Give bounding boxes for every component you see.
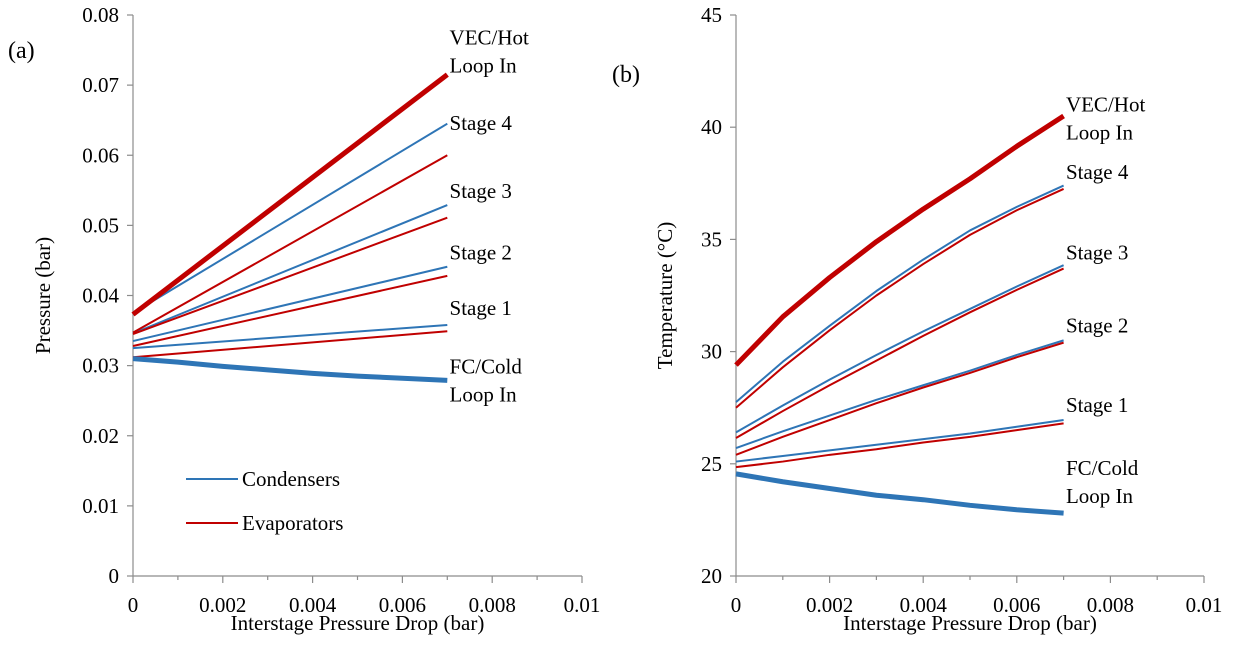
p2-x-tick-label: 0.006 (993, 593, 1040, 617)
p2-annotation: VEC/Hot Loop In (1066, 92, 1146, 144)
p2-y-tick-label: 25 (701, 452, 722, 476)
p1-series-line-evaporators (132, 274, 448, 347)
p1-x-tick-label: 0.004 (289, 593, 337, 617)
p1-series-line-evaporators (132, 330, 448, 359)
p1-annotation: Stage 4 (450, 111, 513, 135)
p1-y-tick-label: 0.07 (82, 73, 119, 97)
p1-x-tick-label: 0 (128, 593, 139, 617)
p2-series-line-condensers (735, 264, 1065, 434)
p2-annotation: FC/Cold Loop In (1066, 456, 1139, 508)
p1-y-tick-label: 0.04 (82, 284, 119, 308)
p1-legend-label: Condensers (242, 467, 340, 491)
p2-y-axis-label: Temperature (°C) (653, 222, 677, 369)
p1-annotation: FC/Cold Loop In (450, 354, 523, 406)
p2-series-line-condensers (735, 419, 1064, 463)
p2-annotation: Stage 1 (1066, 393, 1128, 417)
p1-y-tick-label: 0.02 (82, 424, 119, 448)
p2-annotation: Stage 3 (1066, 241, 1128, 265)
p2-x-tick-label: 0 (731, 593, 742, 617)
p1-panel-label: (a) (8, 38, 35, 64)
p1-y-tick-label: 0.08 (82, 3, 119, 27)
p2-y-tick-label: 40 (701, 115, 722, 139)
p2-series-line-condensers (735, 184, 1065, 403)
p1-y-tick-label: 0 (109, 564, 120, 588)
p1-series-line-condensers (132, 323, 448, 350)
p2-x-axis-label: Interstage Pressure Drop (bar) (843, 611, 1097, 635)
p2-series-line-evaporators (735, 187, 1065, 409)
p1-x-tick-label: 0.006 (379, 593, 426, 617)
p2-y-tick-label: 45 (701, 3, 722, 27)
p1-series-line-condensers (132, 204, 448, 335)
p1-x-axis-label: Interstage Pressure Drop (bar) (231, 611, 485, 635)
p2-x-tick-label: 0.008 (1087, 593, 1134, 617)
panel-a: 0 0.01 0.02 0.03 0.04 0.05 0.06 0.07 0.08 0 0.002 0… (8, 3, 600, 635)
p1-y-tick-label: 0.05 (82, 213, 119, 237)
p1-series-line-hot-loop (131, 72, 449, 317)
p2-series-line-evaporators (735, 422, 1064, 469)
p1-series-line-condensers (132, 265, 448, 343)
p1-annotation: Stage 2 (450, 241, 512, 265)
p1-legend-label: Evaporators (242, 511, 343, 535)
p2-y-tick-label: 30 (701, 340, 722, 364)
p1-x-tick-label: 0.008 (469, 593, 516, 617)
p2-y-tick-label: 35 (701, 227, 722, 251)
p2-series-line-evaporators (735, 341, 1064, 456)
p2-annotation: Stage 4 (1066, 160, 1129, 184)
p2-annotation: Stage 2 (1066, 314, 1128, 338)
p2-series-line-cold-loop (735, 471, 1064, 516)
p2-y-tick-label: 20 (701, 564, 722, 588)
p1-y-tick-label: 0.06 (82, 143, 119, 167)
p2-series-line-hot-loop (734, 113, 1065, 367)
p2-series-line-evaporators (735, 267, 1065, 439)
p1-series-line-evaporators (132, 154, 448, 334)
p1-annotation: Stage 1 (450, 296, 512, 320)
p1-annotation: Stage 3 (450, 179, 512, 203)
p1-x-tick-label: 0.002 (199, 593, 246, 617)
p1-y-tick-label: 0.01 (82, 494, 119, 518)
p2-panel-label: (b) (612, 62, 640, 88)
p1-series-line-evaporators (132, 216, 448, 336)
p1-y-axis-label: Pressure (bar) (31, 237, 55, 354)
p1-y-tick-label: 0.03 (82, 354, 119, 378)
p2-series-line-condensers (735, 339, 1064, 450)
panel-b: 20 25 30 35 40 45 0 0.002 0.004 0.006 0.008 0.01 Int… (612, 3, 1222, 635)
p1-x-tick-label: 0.01 (564, 593, 601, 617)
p1-series-line-cold-loop (132, 356, 448, 383)
p1-annotation: VEC/Hot Loop In (450, 25, 530, 77)
p2-x-tick-label: 0.01 (1186, 593, 1223, 617)
p1-series-line-condensers (132, 122, 448, 314)
p2-x-tick-label: 0.004 (900, 593, 948, 617)
p2-x-tick-label: 0.002 (806, 593, 853, 617)
